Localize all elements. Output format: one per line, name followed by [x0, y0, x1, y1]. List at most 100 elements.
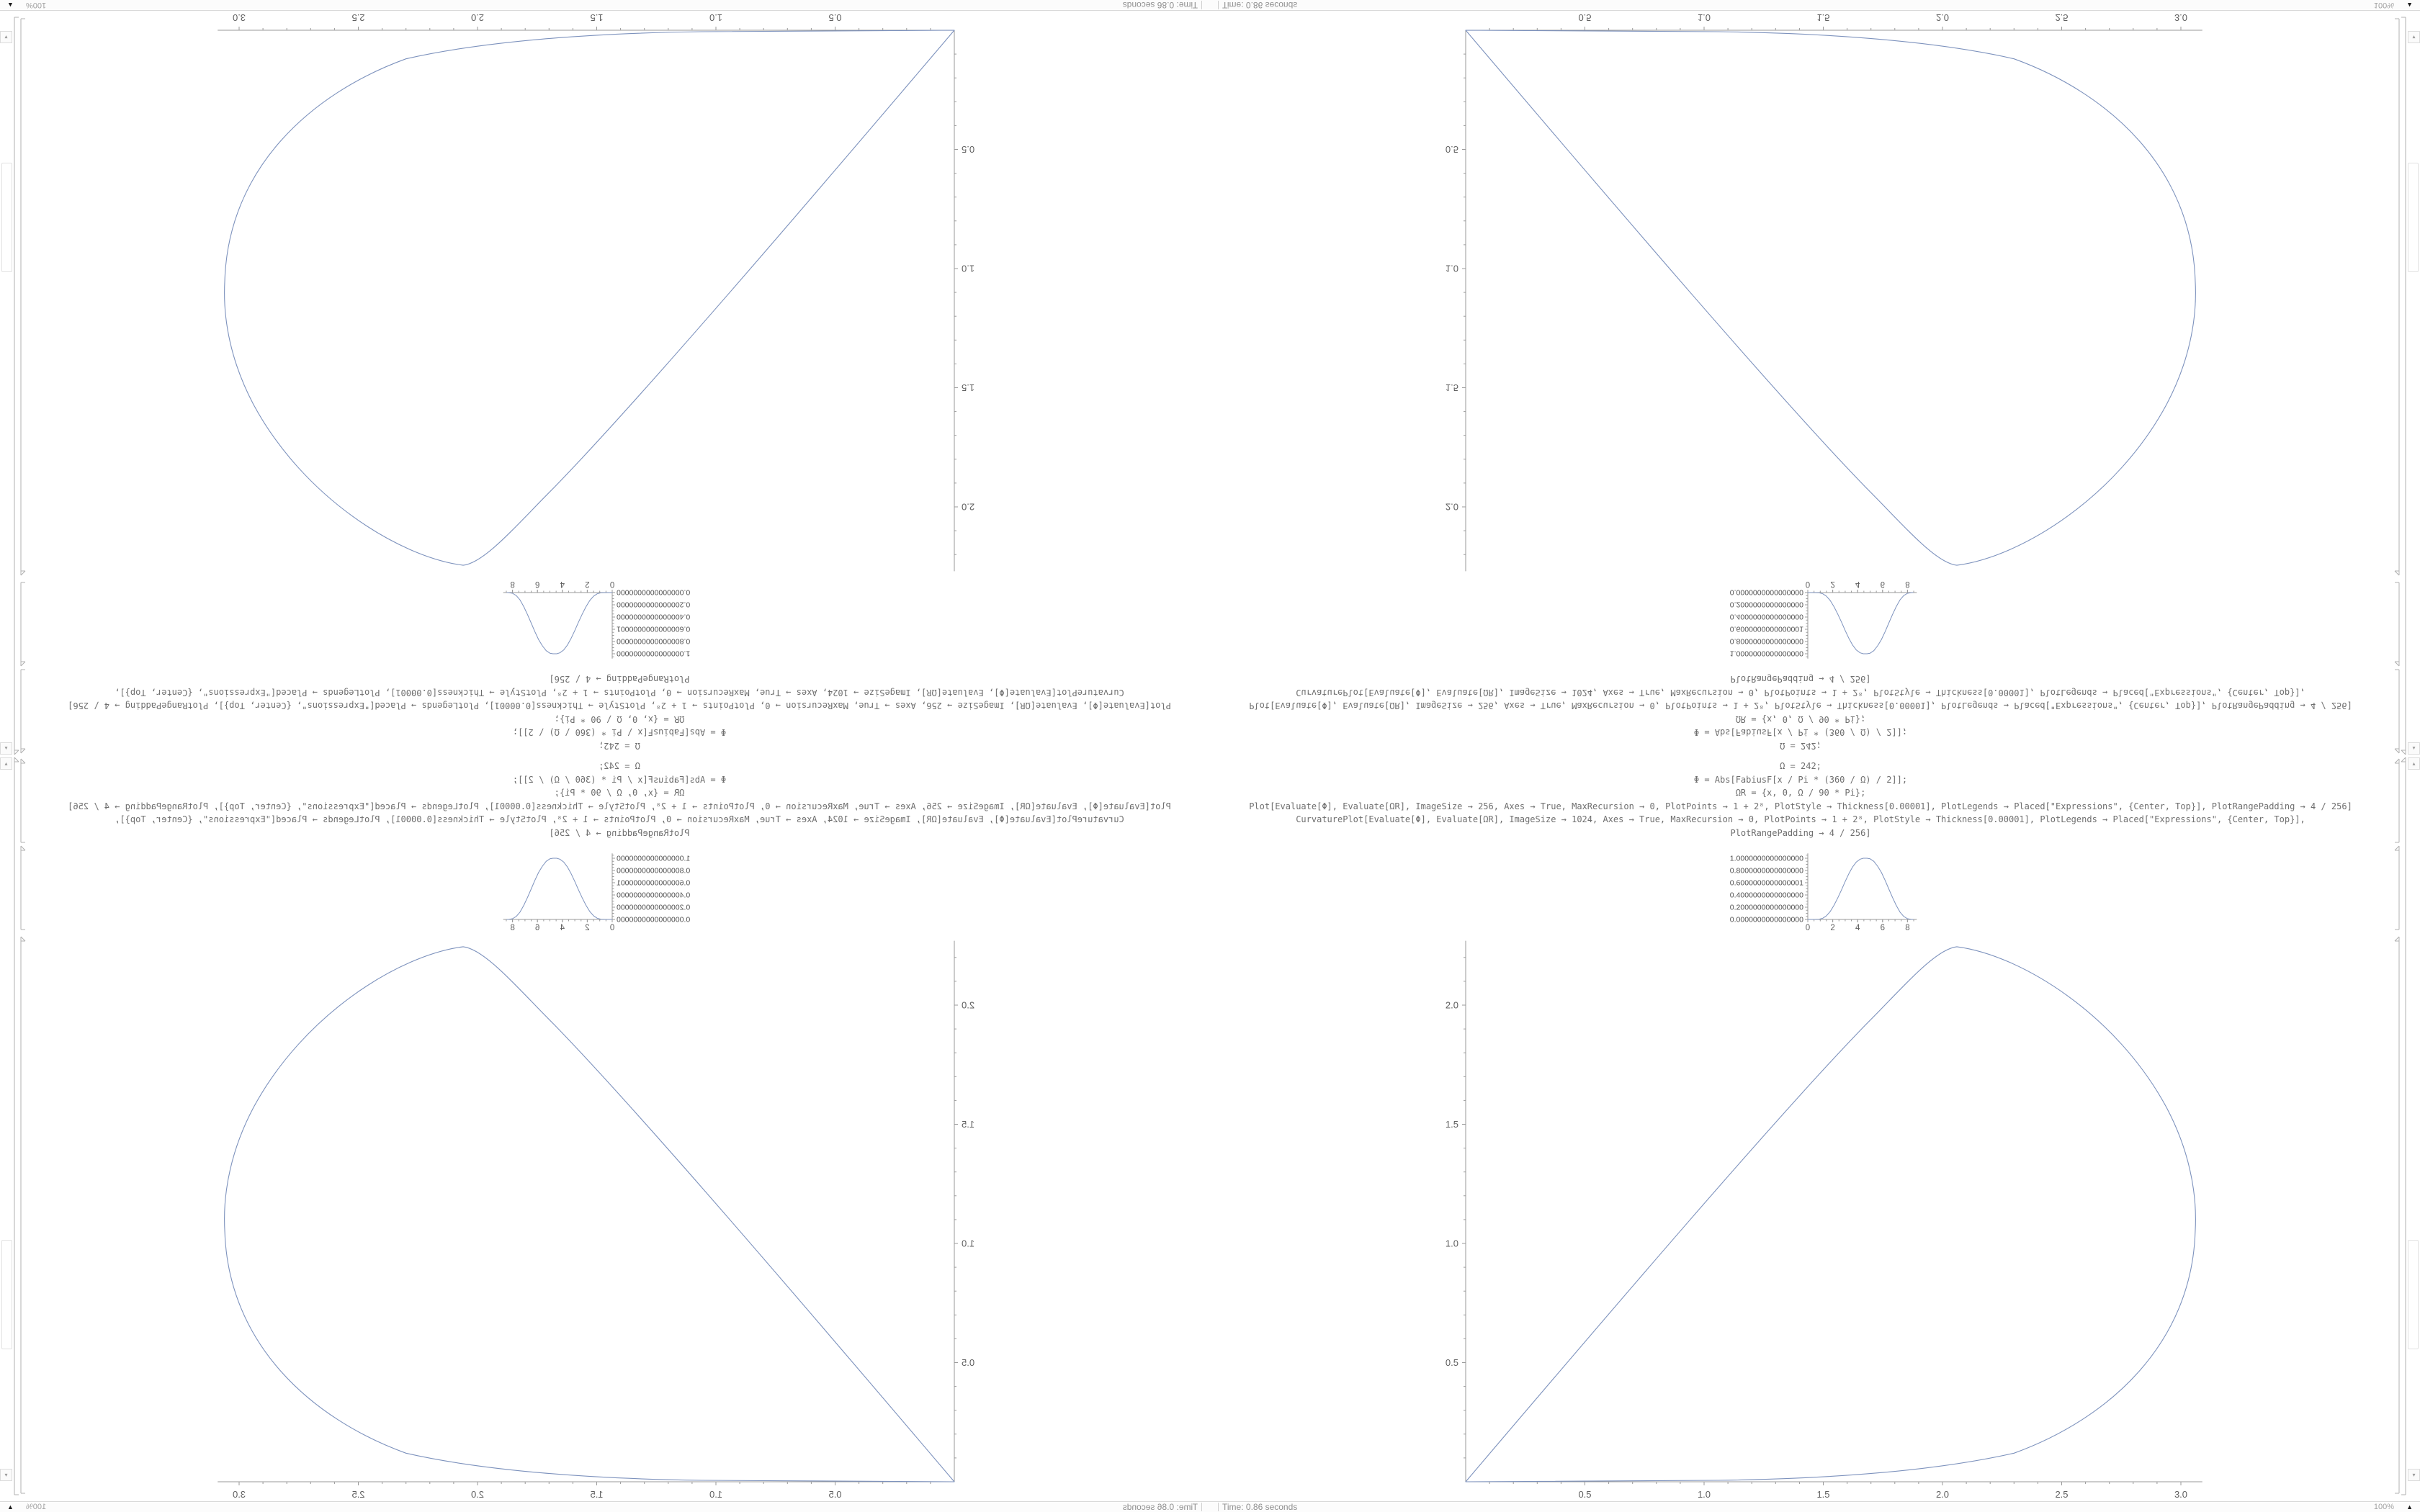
- code-line-4[interactable]: Plot[Evaluate[Φ], Evaluate[ΩR], ImageSiz…: [68, 801, 1171, 811]
- fabius-plot-svg: 0 2 4 6 8 1.0000000000000000 0.800000000000000…: [1730, 580, 1917, 659]
- code-line-1[interactable]: Ω = 242;: [1780, 761, 1821, 771]
- cell-brackets[interactable]: [0, 756, 29, 1512]
- code-line-1[interactable]: Ω = 242;: [599, 761, 640, 771]
- code-line-3[interactable]: ΩR = {x, 0, Ω / 90 * Pi};: [1735, 714, 1866, 724]
- scroll-down-button[interactable]: ▾: [0, 31, 12, 43]
- svg-text:1.5: 1.5: [962, 382, 974, 393]
- fabius-plot-svg: 0 2 4 6 8 1.0000000000000000 0.800000000000000…: [503, 853, 690, 932]
- magnification-toggle-icon[interactable]: ▲: [7, 1503, 14, 1511]
- scroll-up-button[interactable]: ▴: [2408, 742, 2420, 755]
- code-line-4[interactable]: Plot[Evaluate[Φ], Evaluate[ΩR], ImageSiz…: [68, 701, 1171, 711]
- code-line-5[interactable]: CurvaturePlot[Evaluate[Φ], Evaluate[ΩR],…: [115, 688, 1124, 698]
- fabius-plot-output: 0 2 4 6 8 1.0000000000000000 0.800000000000000…: [490, 847, 706, 940]
- scroll-down-button[interactable]: ▾: [2408, 1469, 2420, 1481]
- magnification-toggle-icon[interactable]: ▲: [2406, 1503, 2413, 1511]
- magnification-label[interactable]: 100%: [2373, 1503, 2394, 1511]
- curvature-plot-output: 0.5 1.0 1.5 2.0 2.5 3.0 0.5 1.0 1.5 2.0: [1390, 0, 2413, 575]
- code-line-2[interactable]: Φ = Abs[FabiusF[x / Pi * (360 / Ω) / 2]]…: [1693, 774, 1908, 785]
- fabius-plot-svg: 0 2 4 6 8 1.0000000000000000 0.800000000000000…: [1730, 853, 1917, 932]
- svg-text:1.0: 1.0: [962, 1238, 974, 1249]
- scroll-up-button[interactable]: ▴: [2408, 757, 2420, 770]
- svg-text:2.0: 2.0: [471, 12, 484, 23]
- scroll-down-button[interactable]: ▾: [2408, 31, 2420, 43]
- scroll-up-button[interactable]: ▴: [0, 757, 12, 770]
- scrollbar-thumb[interactable]: [2408, 163, 2419, 272]
- svg-text:1.5: 1.5: [590, 12, 603, 23]
- code-line-5[interactable]: CurvaturePlot[Evaluate[Φ], Evaluate[ΩR],…: [1296, 688, 2305, 698]
- svg-text:6: 6: [535, 580, 539, 588]
- code-line-3[interactable]: ΩR = {x, 0, Ω / 90 * Pi};: [1735, 788, 1866, 798]
- svg-text:0.4000000000000000: 0.4000000000000000: [1730, 891, 1803, 900]
- svg-text:1.0: 1.0: [1446, 1238, 1458, 1249]
- scroll-down-button[interactable]: ▾: [0, 1469, 12, 1481]
- svg-text:1.5: 1.5: [590, 1489, 603, 1500]
- code-line-3[interactable]: ΩR = {x, 0, Ω / 90 * Pi};: [554, 714, 685, 724]
- input-cell[interactable]: Ω = 242; Φ = Abs[FabiusF[x / Pi * (360 /…: [29, 672, 1210, 752]
- svg-text:0.4000000000000000: 0.4000000000000000: [1730, 613, 1803, 621]
- code-line-3[interactable]: ΩR = {x, 0, Ω / 90 * Pi};: [554, 788, 685, 798]
- magnification-label[interactable]: 100%: [26, 1503, 47, 1511]
- svg-text:2.0: 2.0: [962, 502, 974, 513]
- svg-text:0.0000000000000000: 0.0000000000000000: [1730, 916, 1803, 924]
- code-line-2[interactable]: Φ = Abs[FabiusF[x / Pi * (360 / Ω) / 2]]…: [512, 774, 727, 785]
- scrollbar-thumb[interactable]: [2408, 1240, 2419, 1349]
- magnification-toggle-icon[interactable]: ▲: [7, 1, 14, 9]
- code-line-5[interactable]: CurvaturePlot[Evaluate[Φ], Evaluate[ΩR],…: [1296, 814, 2305, 824]
- svg-text:6: 6: [1881, 580, 1885, 588]
- code-line-6[interactable]: PlotRangePadding → 4 / 256]: [549, 674, 690, 685]
- code-line-5[interactable]: CurvaturePlot[Evaluate[Φ], Evaluate[ΩR],…: [115, 814, 1124, 824]
- fabius-plot-output: 0 2 4 6 8 1.0000000000000000 0.800000000000000…: [1714, 847, 1930, 940]
- evaluation-time-label: Time: 0.86 seconds: [1122, 0, 1198, 10]
- cell-brackets[interactable]: [2391, 756, 2420, 1512]
- svg-text:6: 6: [535, 924, 539, 932]
- svg-text:3.0: 3.0: [233, 12, 246, 23]
- magnification-toggle-icon[interactable]: ▲: [2406, 1, 2413, 9]
- svg-text:1.5: 1.5: [1816, 1489, 1829, 1500]
- svg-text:2.5: 2.5: [2055, 12, 2068, 23]
- scrollbar-thumb[interactable]: [1, 1240, 12, 1349]
- scroll-down-icon: ▾: [4, 34, 8, 40]
- code-line-6[interactable]: PlotRangePadding → 4 / 256]: [1730, 827, 1871, 838]
- svg-text:1.0: 1.0: [962, 264, 974, 274]
- svg-text:1.5: 1.5: [1816, 12, 1829, 23]
- code-line-2[interactable]: Φ = Abs[FabiusF[x / Pi * (360 / Ω) / 2]]…: [1693, 727, 1908, 738]
- scrollbar-thumb[interactable]: [1, 163, 12, 272]
- vertical-scrollbar[interactable]: ▴ ▾: [0, 10, 14, 756]
- code-line-1[interactable]: Ω = 242;: [599, 741, 640, 751]
- svg-text:4: 4: [560, 580, 565, 588]
- code-line-1[interactable]: Ω = 242;: [1780, 741, 1821, 751]
- svg-text:3.0: 3.0: [2174, 1489, 2187, 1500]
- svg-text:0.5: 0.5: [962, 1357, 974, 1368]
- curvature-plot-output: 0.5 1.0 1.5 2.0 2.5 3.0 0.5 1.0 1.5 2.0: [7, 937, 1030, 1512]
- scroll-up-button[interactable]: ▴: [0, 742, 12, 755]
- cell-brackets[interactable]: [0, 0, 29, 756]
- svg-text:0.8000000000000000: 0.8000000000000000: [1730, 637, 1803, 646]
- svg-text:2.0: 2.0: [962, 1000, 974, 1011]
- code-line-4[interactable]: Plot[Evaluate[Φ], Evaluate[ΩR], ImageSiz…: [1249, 801, 2352, 811]
- svg-text:2.0: 2.0: [471, 1489, 484, 1500]
- code-line-6[interactable]: PlotRangePadding → 4 / 256]: [549, 827, 690, 838]
- svg-text:2.0: 2.0: [1936, 1489, 1949, 1500]
- svg-text:1.5: 1.5: [1446, 1119, 1458, 1130]
- curvature-plot-svg: 0.5 1.0 1.5 2.0 2.5 3.0 0.5 1.0 1.5 2.0: [218, 12, 974, 572]
- input-cell[interactable]: Ω = 242; Φ = Abs[FabiusF[x / Pi * (360 /…: [1210, 760, 2391, 840]
- scroll-down-icon: ▾: [4, 1472, 8, 1478]
- fabius-plot-output: 0 2 4 6 8 1.0000000000000000 0.800000000000000…: [1714, 572, 1930, 665]
- input-cell[interactable]: Ω = 242; Φ = Abs[FabiusF[x / Pi * (360 /…: [1210, 672, 2391, 752]
- magnification-label[interactable]: 100%: [2373, 1, 2394, 9]
- svg-text:2: 2: [585, 580, 589, 588]
- vertical-scrollbar[interactable]: ▴ ▾: [0, 756, 14, 1502]
- svg-text:8: 8: [510, 924, 514, 932]
- svg-text:1.0: 1.0: [709, 1489, 722, 1500]
- svg-text:1.0: 1.0: [1446, 264, 1458, 274]
- input-cell[interactable]: Ω = 242; Φ = Abs[FabiusF[x / Pi * (360 /…: [29, 760, 1210, 840]
- code-line-6[interactable]: PlotRangePadding → 4 / 256]: [1730, 674, 1871, 685]
- cell-brackets[interactable]: [2391, 0, 2420, 756]
- vertical-scrollbar[interactable]: ▴ ▾: [2406, 10, 2420, 756]
- svg-text:1.5: 1.5: [962, 1119, 974, 1130]
- svg-text:2.5: 2.5: [2055, 1489, 2068, 1500]
- code-line-2[interactable]: Φ = Abs[FabiusF[x / Pi * (360 / Ω) / 2]]…: [512, 727, 727, 738]
- magnification-label[interactable]: 100%: [26, 1, 47, 9]
- code-line-4[interactable]: Plot[Evaluate[Φ], Evaluate[ΩR], ImageSiz…: [1249, 701, 2352, 711]
- vertical-scrollbar[interactable]: ▴ ▾: [2406, 756, 2420, 1502]
